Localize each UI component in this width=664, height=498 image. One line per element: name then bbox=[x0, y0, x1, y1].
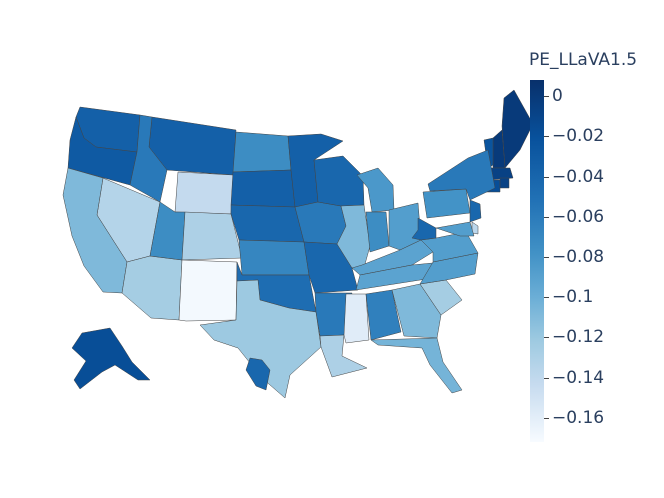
state-pa[interactable] bbox=[422, 188, 471, 219]
state-ga[interactable] bbox=[391, 283, 442, 339]
state-ak[interactable] bbox=[71, 327, 151, 390]
colorbar-tick-label: 0 bbox=[552, 86, 563, 107]
colorbar bbox=[530, 80, 544, 442]
state-id[interactable] bbox=[129, 114, 168, 203]
colorbar-tick-mark bbox=[544, 297, 549, 299]
state-al[interactable] bbox=[365, 289, 402, 341]
colorbar-tick-mark bbox=[544, 136, 549, 138]
state-ia[interactable] bbox=[294, 201, 347, 245]
state-me[interactable] bbox=[501, 89, 534, 169]
colorbar-tick-label: −0.02 bbox=[552, 126, 605, 147]
colorbar-tick-label: −0.04 bbox=[552, 166, 605, 187]
colorbar-tick-mark bbox=[544, 96, 549, 98]
colorbar-tick-label: −0.1 bbox=[552, 287, 594, 308]
state-wy[interactable] bbox=[174, 171, 234, 215]
state-md[interactable] bbox=[435, 221, 475, 237]
state-sd[interactable] bbox=[230, 169, 296, 208]
state-nd[interactable] bbox=[232, 131, 292, 173]
state-ny[interactable] bbox=[427, 149, 496, 201]
state-ms[interactable] bbox=[343, 293, 370, 344]
colorbar-tick-mark bbox=[544, 377, 549, 379]
colorbar-tick-mark bbox=[544, 417, 549, 419]
state-nj[interactable] bbox=[469, 199, 482, 223]
colorbar-tick-mark bbox=[544, 337, 549, 339]
state-hi[interactable] bbox=[245, 357, 271, 391]
state-ks[interactable] bbox=[238, 239, 310, 276]
colorbar-tick-label: −0.14 bbox=[552, 367, 605, 388]
state-az[interactable] bbox=[121, 255, 183, 321]
colorbar-tick-label: −0.16 bbox=[552, 407, 605, 428]
state-nm[interactable] bbox=[178, 259, 238, 322]
colorbar-tick-mark bbox=[544, 176, 549, 178]
colorbar-title: PE_LLaVA1.5 bbox=[529, 50, 638, 70]
colorbar-tick-label: −0.06 bbox=[552, 206, 605, 227]
colorbar-tick-label: −0.08 bbox=[552, 246, 605, 267]
state-ne[interactable] bbox=[230, 204, 305, 243]
colorbar-tick-mark bbox=[544, 216, 549, 218]
state-wi[interactable] bbox=[313, 155, 365, 207]
state-ca[interactable] bbox=[62, 167, 128, 294]
state-tx[interactable] bbox=[199, 279, 322, 399]
colorbar-tick-label: −0.12 bbox=[552, 327, 605, 348]
colorbar-tick-mark bbox=[544, 256, 549, 258]
state-in[interactable] bbox=[365, 211, 390, 253]
state-fl[interactable] bbox=[370, 337, 463, 394]
state-ri[interactable] bbox=[499, 177, 510, 189]
